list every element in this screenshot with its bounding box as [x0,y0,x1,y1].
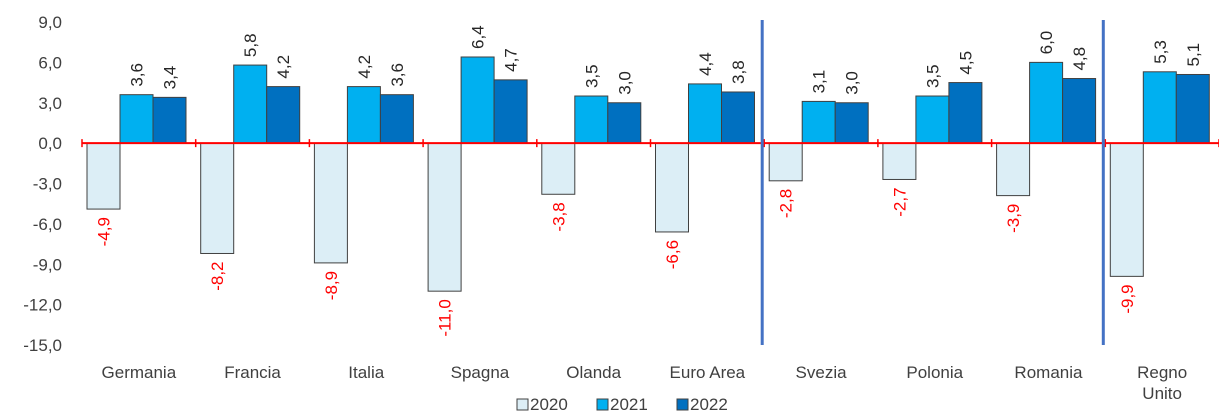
bar-2022 [266,86,301,144]
legend-swatch-2022 [676,398,689,411]
x-axis: Germania Francia Italia Spagna Olanda Euro Ar… [102,363,1188,403]
data-labels: -4,9 3,6 3,4 -8,2 5,8 4,2 -8,9 4,2 3,6 -11,0 6,4 4,… [95,25,1203,336]
bars [86,56,1210,292]
data-label-2021: 3,1 [810,70,829,94]
data-label-2020: -3,9 [1004,204,1023,233]
bar-2020 [996,142,1031,197]
bar-2022 [1062,78,1097,144]
category-label: Francia [224,363,281,382]
data-label-2021: 3,6 [128,63,147,87]
data-label-2022: 4,5 [956,51,975,75]
category-label: Germania [102,363,177,382]
legend: 2020 2021 2022 [516,395,728,412]
y-axis: 9,0 6,0 3,0 0,0 -3,0 -6,0 -9,0 -12,0 -15,0 [23,13,62,355]
data-label-2022: 3,6 [388,63,407,87]
bar-2021 [1142,71,1177,144]
category-label: Romania [1014,363,1083,382]
bar-2022 [152,96,187,144]
data-label-2021: 6,4 [469,25,488,49]
data-label-2020: -3,8 [549,202,568,231]
separators [760,20,1105,345]
data-label-2022: 3,0 [615,71,634,95]
bar-2021 [801,100,836,144]
data-label-2022: 4,8 [1070,47,1089,71]
data-label-2022: 4,2 [274,55,293,79]
data-label-2020: -4,9 [95,217,114,246]
bar-2020 [655,142,689,233]
data-label-2020: -2,7 [890,187,909,216]
category-label: Euro Area [670,363,746,382]
data-label-2021: 3,5 [923,64,942,88]
y-tick-label: -6,0 [33,215,62,234]
bar-2020 [200,142,235,254]
data-label-2020: -8,9 [322,271,341,300]
bar-2022 [948,82,983,144]
legend-label-2021: 2021 [610,395,648,412]
data-label-2021: 5,8 [241,33,260,57]
data-label-2020: -8,2 [208,261,227,290]
legend-swatch-2020 [516,398,529,411]
bar-2021 [119,94,154,144]
data-label-2022: 3,0 [843,71,862,95]
bar-2022 [607,102,642,144]
y-tick-label: -3,0 [33,175,62,194]
data-label-2022: 3,8 [729,60,748,84]
bar-2022 [493,79,528,144]
category-label: Svezia [796,363,848,382]
legend-label-2022: 2022 [690,395,728,412]
y-tick-label: 9,0 [38,13,62,32]
category-label: Olanda [566,363,621,382]
bar-2022 [379,94,414,144]
data-label-2021: 6,0 [1037,31,1056,55]
data-label-2020: -2,8 [777,189,796,218]
bar-2020 [882,142,917,180]
data-label-2020: -6,6 [663,240,682,269]
data-label-2022: 3,4 [161,66,180,90]
y-tick-label: 6,0 [38,53,62,72]
bar-2020 [313,142,348,264]
category-label: Polonia [906,363,963,382]
bar-2021 [915,95,950,144]
data-label-2021: 4,2 [355,55,374,79]
legend-label-2020: 2020 [530,395,568,412]
category-label: Italia [348,363,384,382]
bar-2021 [233,64,268,144]
category-label: Regno Unito [1137,363,1187,403]
bar-2021 [1029,61,1064,144]
bar-2020 [427,142,462,292]
zero-line [81,139,1219,148]
data-label-2021: 4,4 [696,52,715,76]
legend-swatch-2021 [596,398,609,411]
y-tick-label: -9,0 [33,255,62,274]
data-label-2022: 4,7 [502,48,521,72]
data-label-2022: 5,1 [1184,43,1203,67]
data-label-2020: -9,9 [1118,284,1137,313]
category-label: Spagna [451,363,510,382]
bar-2020 [541,142,576,195]
bar-2020 [1109,142,1144,277]
y-tick-label: 0,0 [38,134,62,153]
bar-2021 [460,56,495,144]
data-label-2021: 3,5 [582,64,601,88]
data-label-2020: -11,0 [436,299,455,337]
bar-2021 [346,86,381,144]
bar-2021 [688,83,722,144]
bar-2020 [768,142,803,182]
bar-2022 [834,102,869,144]
data-label-2021: 5,3 [1151,40,1170,64]
y-tick-label: 3,0 [38,94,62,113]
y-tick-label: -12,0 [23,296,62,315]
bar-2022 [721,91,755,144]
bar-2021 [574,95,609,144]
bar-2022 [1175,73,1210,144]
bar-2020 [86,142,121,210]
y-tick-label: -15,0 [23,336,62,355]
